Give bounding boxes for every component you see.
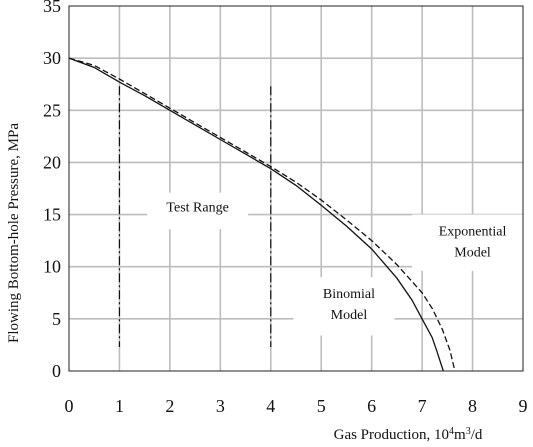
- test-range-lines: [118, 86, 272, 348]
- annotation-box: [147, 192, 249, 230]
- plot-frame: [68, 5, 524, 372]
- chart-annotation: Test Range: [166, 200, 228, 215]
- x-tick-labels: 0 1 2 3 4 5 6 7 8 9: [65, 396, 528, 416]
- series-line-solid: [68, 57, 444, 372]
- x-tick-label: 9: [519, 396, 528, 416]
- x-tick-label: 7: [418, 396, 427, 416]
- annotation-backgrounds: [147, 192, 523, 336]
- chart-annotation: Model: [454, 245, 491, 260]
- y-tick-label: 20: [43, 152, 61, 172]
- x-tick-label: 6: [367, 396, 376, 416]
- annotation-box: [293, 277, 395, 336]
- y-tick-label: 35: [43, 0, 61, 16]
- grid: [69, 6, 523, 371]
- x-tick-label: 2: [165, 396, 174, 416]
- y-tick-label: 5: [52, 309, 61, 329]
- y-tick-label: 30: [43, 48, 61, 68]
- series-line-dashed: [68, 57, 456, 372]
- annotations: Test Range Exponential Model Binomial Model: [166, 200, 506, 322]
- chart-annotation: Binomial: [323, 287, 375, 302]
- y-tick-label: 25: [43, 100, 61, 120]
- x-tick-label: 3: [216, 396, 225, 416]
- chart-annotation: Model: [331, 308, 368, 323]
- y-tick-label: 0: [52, 361, 61, 381]
- y-axis-label: Flowing Bottom-hole Pressure, MPa: [6, 123, 22, 343]
- y-tick-label: 15: [43, 205, 61, 225]
- x-tick-label: 4: [266, 396, 275, 416]
- x-tick-label: 0: [65, 396, 74, 416]
- y-tick-labels: 0 5 10 15 20 25 30 35: [43, 0, 61, 381]
- x-tick-label: 8: [468, 396, 477, 416]
- x-tick-label: 1: [115, 396, 124, 416]
- x-axis-label: Gas Production, 104m3/d: [334, 426, 483, 444]
- series-group: [68, 57, 456, 372]
- annotation-box: [412, 214, 523, 271]
- y-tick-label: 10: [43, 257, 61, 277]
- chart-annotation: Exponential: [439, 224, 507, 239]
- x-tick-label: 5: [317, 396, 326, 416]
